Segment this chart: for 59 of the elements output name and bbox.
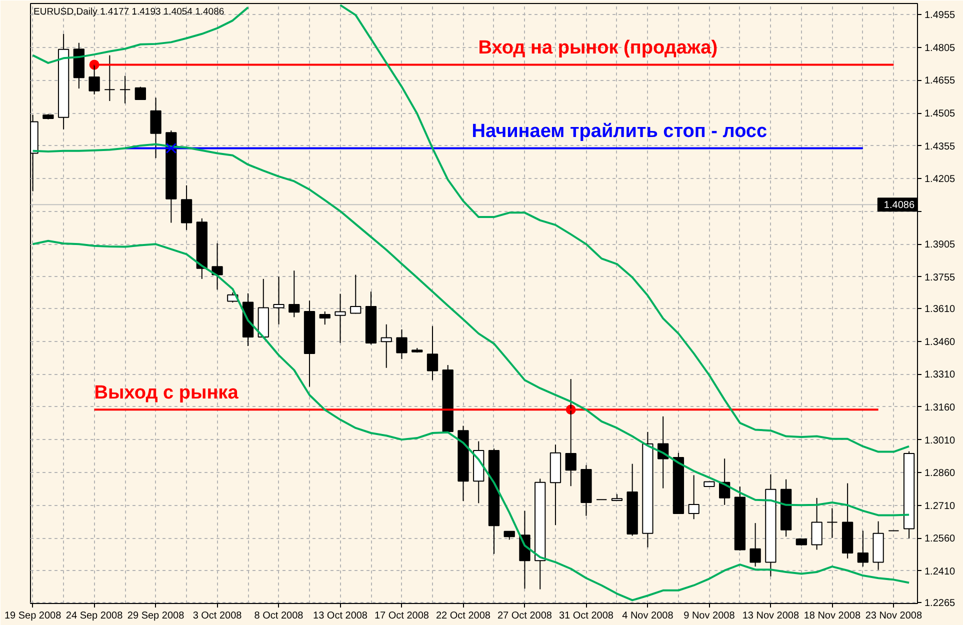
y-tick-label: 1.3610	[924, 304, 956, 316]
series-label: Начинаем трайлить стоп - лосс	[472, 121, 768, 142]
candlestick	[319, 310, 330, 326]
ref-line-label: 1.4086	[884, 200, 915, 212]
y-tick-label: 1.2265	[924, 598, 956, 610]
y-tick-label: 1.4355	[924, 141, 956, 152]
candlestick	[334, 293, 346, 344]
y-tick-label: 1.4955	[924, 10, 956, 22]
x-tick-label: 13 Oct 2008	[313, 610, 368, 622]
y-tick-label: 1.3160	[924, 402, 956, 414]
candlestick	[180, 184, 192, 230]
candlestick	[134, 86, 146, 100]
candlestick	[396, 328, 408, 360]
candlestick	[119, 75, 131, 104]
candlestick	[380, 324, 392, 368]
candlestick	[811, 497, 822, 550]
x-tick-label: 22 Oct 2008	[436, 610, 491, 622]
x-tick-label: 3 Oct 2008	[192, 610, 242, 622]
x-tick-label: 19 Sep 2008	[4, 610, 62, 622]
x-tick-label: 29 Sep 2008	[127, 610, 185, 622]
x-tick-label: 4 Nov 2008	[622, 610, 674, 622]
candlestick	[150, 97, 162, 159]
y-tick-label: 1.3010	[924, 435, 956, 446]
x-tick-label: 8 Oct 2008	[254, 610, 304, 622]
candlestick	[212, 242, 223, 290]
y-tick-label: 1.2860	[924, 468, 956, 480]
y-tick-label: 1.3460	[924, 336, 956, 348]
x-tick-label: 27 Oct 2008	[497, 610, 552, 622]
y-tick-label: 1.4505	[924, 108, 956, 120]
y-tick-label: 1.3905	[924, 240, 956, 251]
x-tick-label: 17 Oct 2008	[374, 610, 430, 622]
candlestick	[826, 508, 838, 538]
y-tick-label: 1.3310	[924, 370, 956, 381]
x-tick-label: 23 Nov 2008	[865, 610, 922, 622]
x-tick-label: 9 Nov 2008	[684, 610, 736, 622]
candlestick	[750, 522, 761, 568]
y-tick-label: 1.3755	[924, 272, 956, 284]
series-label: Вход на рынок (продажа)	[478, 38, 718, 59]
y-tick-label: 1.4805	[924, 42, 956, 54]
candlestick	[426, 326, 438, 381]
x-tick-label: 13 Nov 2008	[742, 610, 800, 622]
x-tick-label: 24 Sep 2008	[66, 610, 124, 622]
line-series	[32, 240, 910, 602]
chart-title: EURUSD,Daily 1.4177 1.4193 1.4054 1.4086	[34, 6, 224, 18]
y-tick-label: 1.4655	[924, 76, 956, 87]
point	[166, 142, 177, 154]
candlestick	[288, 270, 300, 318]
y-tick-label: 1.2560	[924, 534, 956, 545]
candlestick	[688, 474, 700, 520]
candlestick	[104, 54, 116, 102]
y-tick-label: 1.2410	[924, 566, 956, 578]
y-tick-label: 1.4205	[924, 174, 956, 186]
candlestick	[273, 276, 284, 325]
x-tick-label: 18 Nov 2008	[804, 610, 861, 622]
candlestick	[350, 274, 362, 314]
series-label: Выход с рынка	[94, 382, 239, 404]
x-tick-label: 31 Oct 2008	[558, 610, 614, 622]
y-tick-label: 1.2710	[924, 500, 956, 512]
candlestick	[857, 530, 868, 568]
